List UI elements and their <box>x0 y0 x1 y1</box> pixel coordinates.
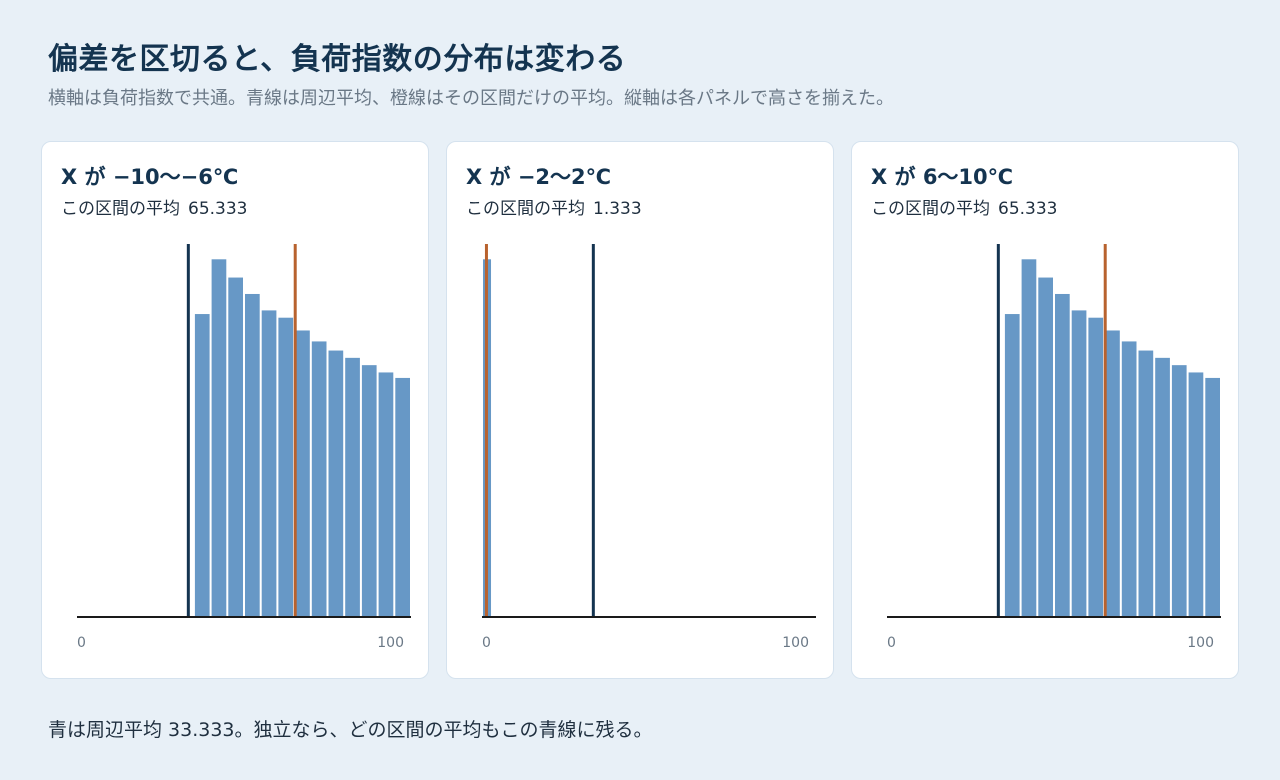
histogram-bar <box>311 341 327 617</box>
histogram-chart: 0 100 <box>482 244 816 651</box>
histogram-bar <box>228 277 243 617</box>
mean-label: この区間の平均 <box>61 199 180 219</box>
histogram-bar <box>1138 350 1154 617</box>
histogram-bar <box>1155 357 1170 617</box>
histogram-bar <box>1038 277 1053 617</box>
mean-value: 65.333 <box>998 199 1058 219</box>
mean-label: この区間の平均 <box>871 199 990 219</box>
histogram-bar <box>295 330 310 617</box>
histogram-bar <box>1121 341 1137 617</box>
histogram-bar <box>278 317 294 617</box>
histogram-bar <box>378 372 394 617</box>
histogram-bar <box>245 293 260 617</box>
histogram-bar <box>395 377 410 617</box>
histogram-bar <box>261 310 277 617</box>
histogram-bar <box>328 350 344 617</box>
panel-title: X が 6〜10℃ <box>871 165 1014 189</box>
histogram-bar <box>1188 372 1204 617</box>
panel-title: X が −2〜2℃ <box>466 165 612 189</box>
page-title: 偏差を区切ると、負荷指数の分布は変わる <box>48 42 627 77</box>
panel-warm: X が 6〜10℃ この区間の平均 65.333 0 100 <box>851 141 1239 679</box>
x-tick-label: 0 <box>77 635 86 651</box>
histogram-bar <box>1171 365 1187 617</box>
mean-value: 1.333 <box>593 199 642 219</box>
panel-mean-readout: この区間の平均 65.333 <box>871 194 1057 219</box>
panel-neutral: X が −2〜2℃ この区間の平均 1.333 0 100 <box>446 141 834 679</box>
panel-mean-readout: この区間の平均 1.333 <box>466 194 642 219</box>
mean-value: 65.333 <box>188 199 248 219</box>
panel-mean-readout: この区間の平均 65.333 <box>61 194 247 219</box>
histogram-bar <box>1071 310 1087 617</box>
histogram-bar <box>1105 330 1120 617</box>
histogram-bar <box>194 314 210 617</box>
histogram-bar <box>1004 314 1020 617</box>
x-tick-label: 0 <box>482 635 491 651</box>
x-tick-label: 100 <box>1187 635 1214 651</box>
histogram-bar <box>1055 293 1070 617</box>
histogram-bar <box>345 357 360 617</box>
x-tick-label: 100 <box>377 635 404 651</box>
histogram-bar <box>1088 317 1104 617</box>
histogram-bar <box>1205 377 1220 617</box>
mean-label: この区間の平均 <box>466 199 585 219</box>
x-tick-label: 0 <box>887 635 896 651</box>
panel-title: X が −10〜−6℃ <box>61 165 239 189</box>
histogram-bar <box>361 365 377 617</box>
histogram-chart: 0 100 <box>887 244 1221 651</box>
histogram-bar <box>1021 259 1037 617</box>
panel-cold: X が −10〜−6℃ この区間の平均 65.333 0 100 <box>41 141 429 679</box>
histogram-chart: 0 100 <box>77 244 411 651</box>
histogram-bar <box>211 259 227 617</box>
footer-note: 青は周辺平均 33.333。独立なら、どの区間の平均もこの青線に残る。 <box>48 719 653 741</box>
x-tick-label: 100 <box>782 635 809 651</box>
page-subtitle: 横軸は負荷指数で共通。青線は周辺平均、橙線はその区間だけの平均。縦軸は各パネルで… <box>48 88 894 109</box>
